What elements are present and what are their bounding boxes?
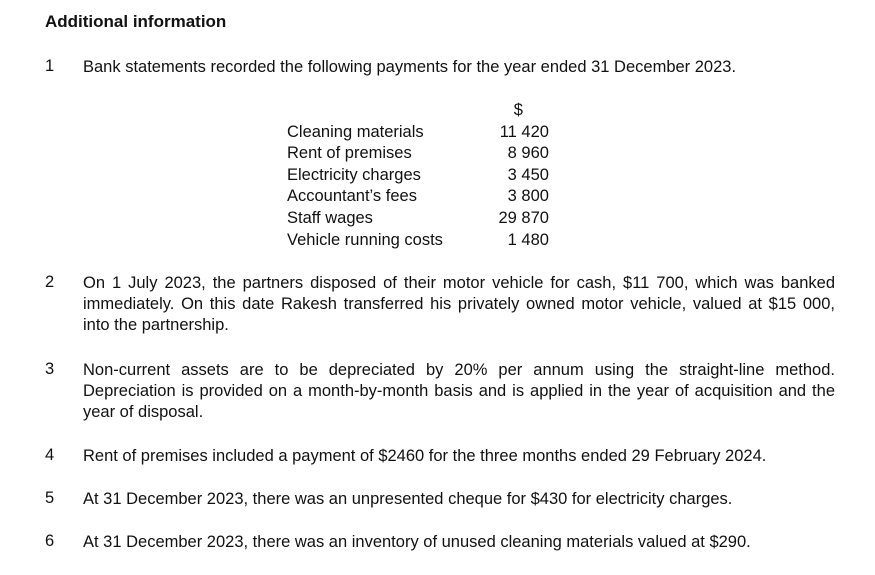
table-row: Rent of premises 8 960 (287, 144, 549, 163)
table-row: Accountant’s fees 3 800 (287, 187, 549, 206)
table-row: Staff wages 29 870 (287, 208, 549, 227)
heading: Additional information (45, 12, 227, 31)
payments-table: $ Cleaning materials 11 420 Rent of premi… (287, 100, 549, 251)
table-row: Electricity charges 3 450 (287, 165, 549, 184)
table-row: Cleaning materials 11 420 (287, 122, 549, 141)
currency-header: $ (513, 101, 523, 119)
table-row: Vehicle running costs 1 480 (287, 230, 549, 249)
